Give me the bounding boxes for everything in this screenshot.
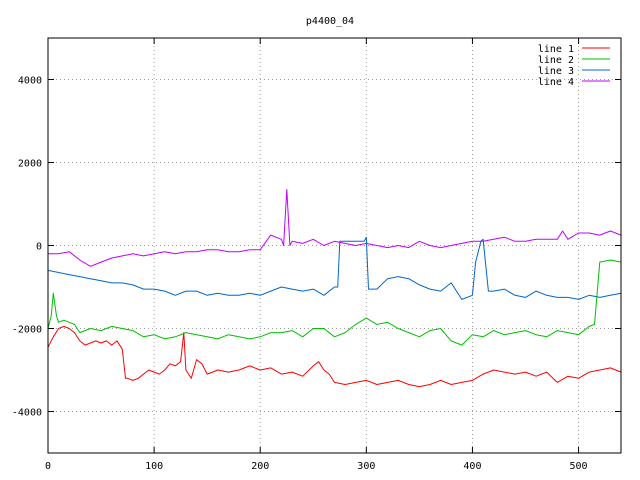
legend-label-2: line 2 xyxy=(538,55,574,66)
series-line-3 xyxy=(47,236,622,300)
y-tick-label: 2000 xyxy=(18,159,42,170)
chart-title: p4400_04 xyxy=(306,16,354,27)
legend-label-3: line 3 xyxy=(538,66,574,77)
y-tick-label: 4000 xyxy=(18,76,42,87)
x-tick-label: 100 xyxy=(145,461,163,472)
legend-label-4: line 4 xyxy=(538,77,574,88)
y-tick-label: -2000 xyxy=(12,325,42,336)
tick-layer: 0 100 200 300 400 500 -4000 -2000 0 2000 4000 xyxy=(12,38,621,472)
grid-layer xyxy=(48,38,621,453)
x-tick-label: 300 xyxy=(357,461,375,472)
series-line-2 xyxy=(47,259,622,346)
legend-label-1: line 1 xyxy=(538,44,574,55)
x-tick-label: 200 xyxy=(251,461,269,472)
y-tick-label: 0 xyxy=(36,242,42,253)
series-layer xyxy=(47,189,622,388)
series-line-4 xyxy=(48,189,622,267)
y-tick-label: -4000 xyxy=(12,408,42,419)
series-line-1 xyxy=(47,325,622,388)
plot-border xyxy=(47,37,622,454)
x-tick-label: 0 xyxy=(45,461,51,472)
x-tick-label: 500 xyxy=(570,461,588,472)
x-tick-label: 400 xyxy=(463,461,481,472)
